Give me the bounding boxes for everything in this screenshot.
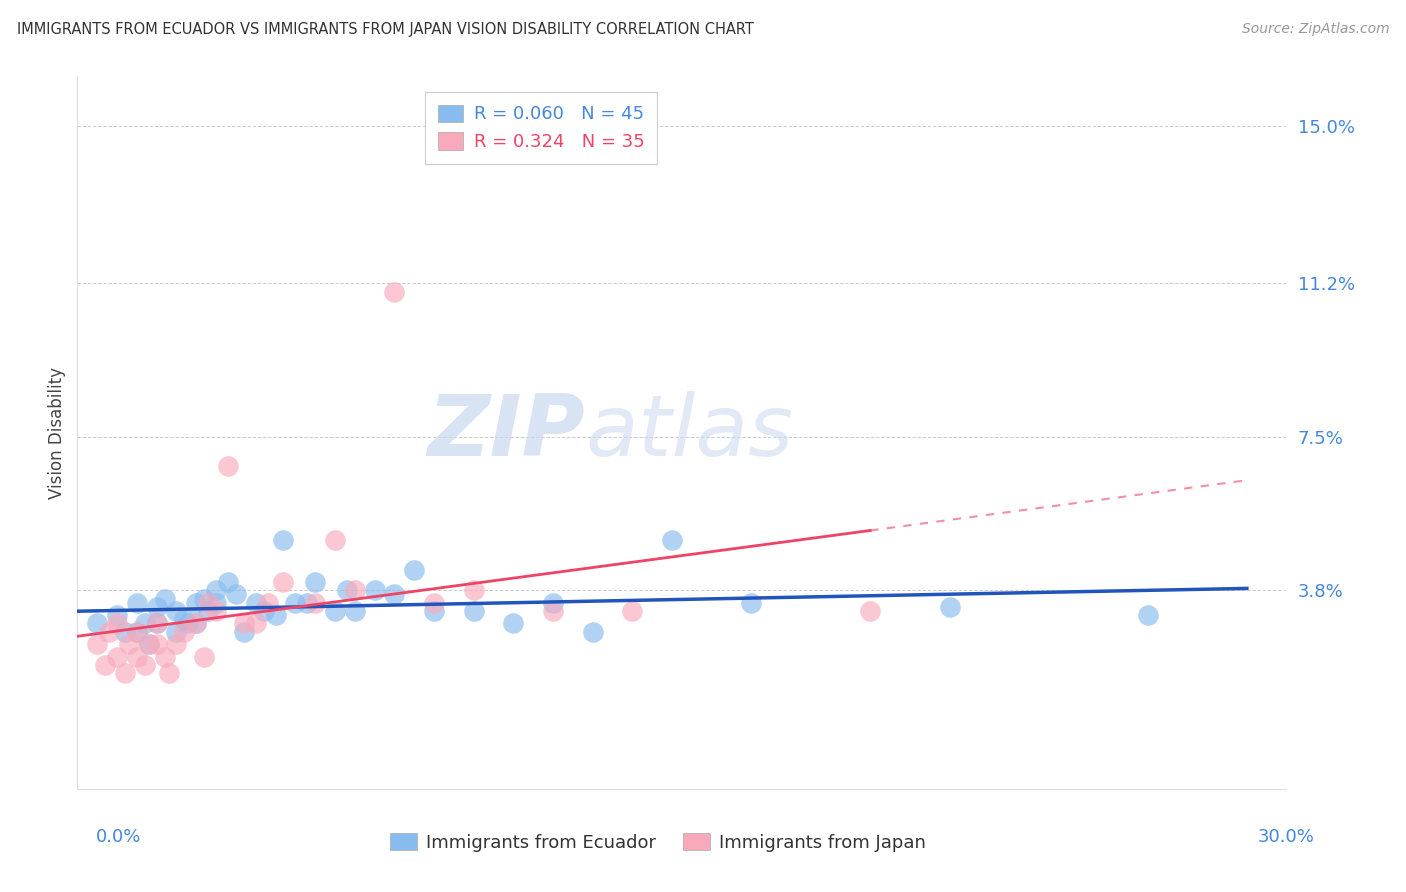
Point (134, 657, 156, 672)
Point (273, 533, 295, 548)
Point (273, 574, 295, 589)
Point (138, 637, 160, 651)
Point (193, 649, 215, 664)
Point (245, 596, 267, 610)
Text: atlas: atlas (585, 391, 793, 475)
Point (304, 596, 326, 610)
Point (186, 596, 208, 610)
Legend: Immigrants from Ecuador, Immigrants from Japan: Immigrants from Ecuador, Immigrants from… (382, 826, 934, 859)
Point (297, 596, 319, 610)
Point (343, 604, 366, 618)
Point (173, 624, 195, 639)
Point (145, 616, 167, 631)
Point (205, 596, 228, 610)
Point (118, 637, 141, 651)
Point (225, 587, 247, 601)
Text: Source: ZipAtlas.com: Source: ZipAtlas.com (1241, 22, 1389, 37)
Point (153, 649, 176, 664)
Point (384, 285, 406, 299)
Point (125, 596, 148, 610)
Point (186, 616, 208, 631)
Point (86, 637, 108, 651)
Point (463, 604, 485, 618)
Point (502, 616, 524, 631)
Point (343, 583, 366, 598)
Point (363, 583, 385, 598)
Point (98, 624, 121, 639)
Point (145, 637, 167, 651)
Y-axis label: Vision Disability: Vision Disability (48, 367, 66, 499)
Point (197, 604, 219, 618)
Point (145, 616, 167, 631)
Point (205, 604, 228, 618)
Point (134, 616, 156, 631)
Point (304, 574, 326, 589)
Point (114, 666, 136, 681)
Point (125, 624, 148, 639)
Point (193, 591, 215, 606)
Point (232, 616, 254, 631)
Point (740, 596, 762, 610)
Point (105, 608, 128, 623)
Point (165, 604, 187, 618)
Point (125, 624, 148, 639)
Point (859, 604, 882, 618)
Point (264, 608, 287, 623)
Point (105, 649, 128, 664)
Point (938, 599, 960, 614)
Point (1136, 608, 1159, 623)
Text: 0.0%: 0.0% (96, 828, 141, 846)
Point (177, 616, 200, 631)
Point (125, 649, 148, 664)
Point (114, 624, 136, 639)
Point (157, 666, 180, 681)
Point (253, 604, 276, 618)
Point (232, 624, 254, 639)
Point (217, 574, 239, 589)
Point (323, 533, 346, 548)
Point (165, 624, 187, 639)
Point (186, 616, 208, 631)
Point (256, 596, 278, 610)
Text: 30.0%: 30.0% (1258, 828, 1315, 846)
Point (582, 624, 605, 639)
Point (384, 587, 406, 601)
Point (205, 583, 228, 598)
Point (423, 596, 446, 610)
Point (404, 562, 426, 576)
Point (541, 604, 564, 618)
Point (336, 583, 359, 598)
Point (153, 591, 176, 606)
Point (197, 596, 219, 610)
Point (145, 599, 167, 614)
Point (165, 637, 187, 651)
Point (284, 596, 307, 610)
Point (245, 616, 267, 631)
Point (105, 616, 128, 631)
Point (138, 637, 160, 651)
Point (217, 458, 239, 473)
Text: IMMIGRANTS FROM ECUADOR VS IMMIGRANTS FROM JAPAN VISION DISABILITY CORRELATION C: IMMIGRANTS FROM ECUADOR VS IMMIGRANTS FR… (17, 22, 754, 37)
Point (323, 604, 346, 618)
Point (463, 583, 485, 598)
Point (621, 604, 644, 618)
Point (423, 604, 446, 618)
Point (541, 596, 564, 610)
Point (661, 533, 683, 548)
Point (173, 612, 195, 626)
Text: ZIP: ZIP (427, 391, 585, 475)
Point (86, 616, 108, 631)
Point (94, 657, 117, 672)
